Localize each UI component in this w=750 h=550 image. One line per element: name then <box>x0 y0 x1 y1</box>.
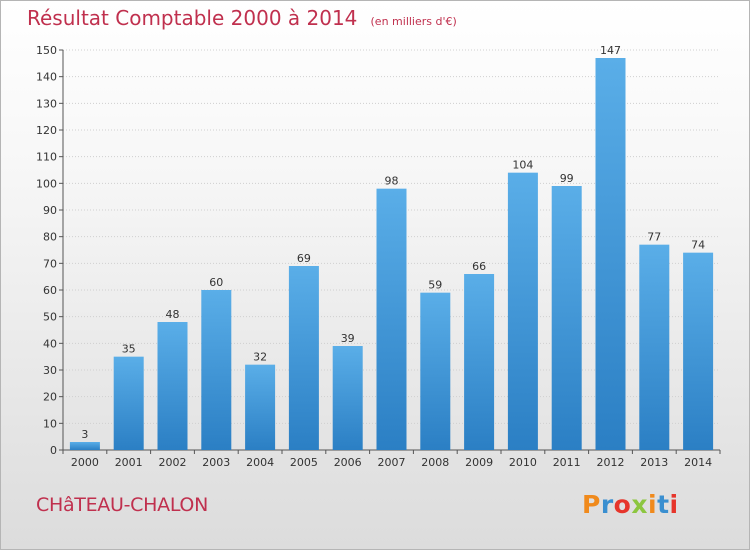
x-tick-label: 2002 <box>159 456 187 469</box>
data-label-2007: 98 <box>385 175 399 188</box>
data-label-2003: 60 <box>209 276 223 289</box>
logo-letter: t <box>657 490 670 519</box>
y-tick-label: 140 <box>36 71 57 84</box>
data-label-2000: 3 <box>81 428 88 441</box>
x-tick-label: 2004 <box>246 456 274 469</box>
bar-2014 <box>683 252 714 450</box>
y-tick-label: 120 <box>36 124 57 137</box>
x-tick-label: 2007 <box>378 456 406 469</box>
chart-title-block: Résultat Comptable 2000 à 2014 (en milli… <box>27 6 457 30</box>
y-tick-label: 40 <box>43 337 57 350</box>
y-tick-label: 10 <box>43 417 57 430</box>
bar-2011 <box>551 186 582 450</box>
bar-2012 <box>595 58 626 450</box>
bar-2013 <box>639 244 670 450</box>
y-tick-label: 20 <box>43 391 57 404</box>
data-label-2010: 104 <box>512 159 533 172</box>
data-label-2009: 66 <box>472 260 486 273</box>
chart-title: Résultat Comptable 2000 à 2014 <box>27 6 358 30</box>
bar-2010 <box>507 172 538 450</box>
data-label-2004: 32 <box>253 351 267 364</box>
bar-2008 <box>420 292 451 450</box>
y-tick-label: 150 <box>36 44 57 57</box>
y-tick-label: 130 <box>36 97 57 110</box>
y-tick-label: 0 <box>50 444 57 457</box>
data-label-2001: 35 <box>122 343 136 356</box>
x-tick-label: 2005 <box>290 456 318 469</box>
y-tick-label: 30 <box>43 364 57 377</box>
data-label-2005: 69 <box>297 252 311 265</box>
logo-letter: i <box>648 490 658 519</box>
logo-letter: P <box>582 490 601 519</box>
y-tick-label: 100 <box>36 177 57 190</box>
bar-2007 <box>376 188 407 450</box>
logo-letter: x <box>631 490 648 519</box>
proxiti-logo: Proxiti <box>582 490 679 519</box>
y-tick-label: 50 <box>43 311 57 324</box>
x-tick-label: 2013 <box>640 456 668 469</box>
x-tick-label: 2010 <box>509 456 537 469</box>
data-label-2002: 48 <box>166 308 180 321</box>
bar-2005 <box>288 266 319 450</box>
bar-2002 <box>157 322 188 450</box>
bar-2001 <box>113 356 144 450</box>
logo-letter: o <box>613 490 632 519</box>
y-tick-label: 80 <box>43 231 57 244</box>
y-tick-label: 70 <box>43 257 57 270</box>
y-tick-label: 90 <box>43 204 57 217</box>
data-label-2012: 147 <box>600 44 621 57</box>
x-tick-label: 2014 <box>684 456 712 469</box>
logo-letter: i <box>669 490 679 519</box>
bar-2004 <box>245 364 276 450</box>
x-tick-label: 2011 <box>553 456 581 469</box>
bar-2000 <box>69 442 100 450</box>
bar-2006 <box>332 346 363 450</box>
bar-2009 <box>464 274 495 450</box>
x-tick-label: 2003 <box>202 456 230 469</box>
x-tick-label: 2001 <box>115 456 143 469</box>
data-label-2013: 77 <box>647 231 661 244</box>
x-tick-label: 2006 <box>334 456 362 469</box>
x-tick-label: 2012 <box>597 456 625 469</box>
bar-2003 <box>201 290 232 450</box>
data-label-2011: 99 <box>560 172 574 185</box>
y-tick-label: 110 <box>36 151 57 164</box>
y-tick-label: 60 <box>43 284 57 297</box>
x-tick-label: 2000 <box>71 456 99 469</box>
data-label-2006: 39 <box>341 332 355 345</box>
data-label-2014: 74 <box>691 239 705 252</box>
logo-letter: r <box>600 490 614 519</box>
x-tick-label: 2009 <box>465 456 493 469</box>
data-label-2008: 59 <box>428 279 442 292</box>
chart-subtitle: (en milliers d'€) <box>370 15 457 28</box>
place-name: CHâTEAU-CHALON <box>36 494 208 516</box>
x-tick-label: 2008 <box>421 456 449 469</box>
